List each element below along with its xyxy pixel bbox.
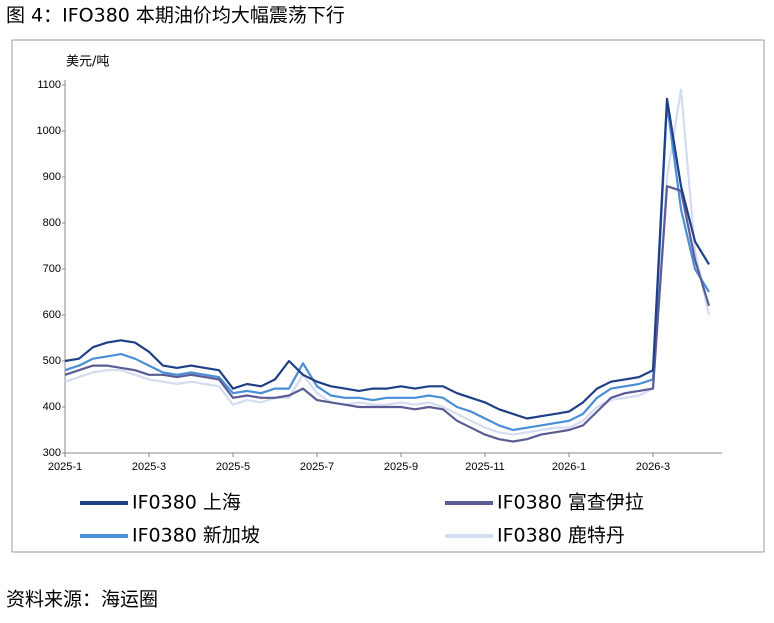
y-tick-label: 700 [43,263,61,275]
series-line [64,185,711,443]
series-line [64,102,710,432]
x-tick-label: 2026-1 [552,461,586,473]
legend-label: IF0380 鹿特丹 [497,525,625,547]
legend-label: IF0380 富查伊拉 [497,492,644,514]
y-tick-label: 1000 [37,125,61,137]
y-tick-label: 500 [43,355,61,367]
x-tick-label: 2025-3 [132,461,166,473]
y-axis-label: 美元/吨 [66,55,109,70]
chart-frame [11,39,765,553]
x-tick-label: 2025-5 [216,461,250,473]
y-tick-label: 600 [43,309,61,321]
y-tick-label: 900 [43,171,61,183]
y-tick-label: 300 [43,447,61,459]
series-line [64,88,711,436]
x-tick-label: 2025-7 [300,461,334,473]
chart-title: 图 4：IFO380 本期油价均大幅震荡下行 [6,5,345,27]
series-line [64,97,710,420]
legend-label: IF0380 新加坡 [132,525,260,547]
legend-label: IF0380 上海 [132,492,241,514]
x-tick-label: 2025-1 [48,461,82,473]
x-tick-label: 2026-3 [636,461,670,473]
y-tick-label: 800 [43,217,61,229]
y-tick-label: 1100 [37,79,61,91]
y-tick-label: 400 [43,401,61,413]
x-tick-label: 2025-11 [465,461,505,473]
source-note: 资料来源：海运圈 [6,589,158,611]
x-tick-label: 2025-9 [384,461,418,473]
